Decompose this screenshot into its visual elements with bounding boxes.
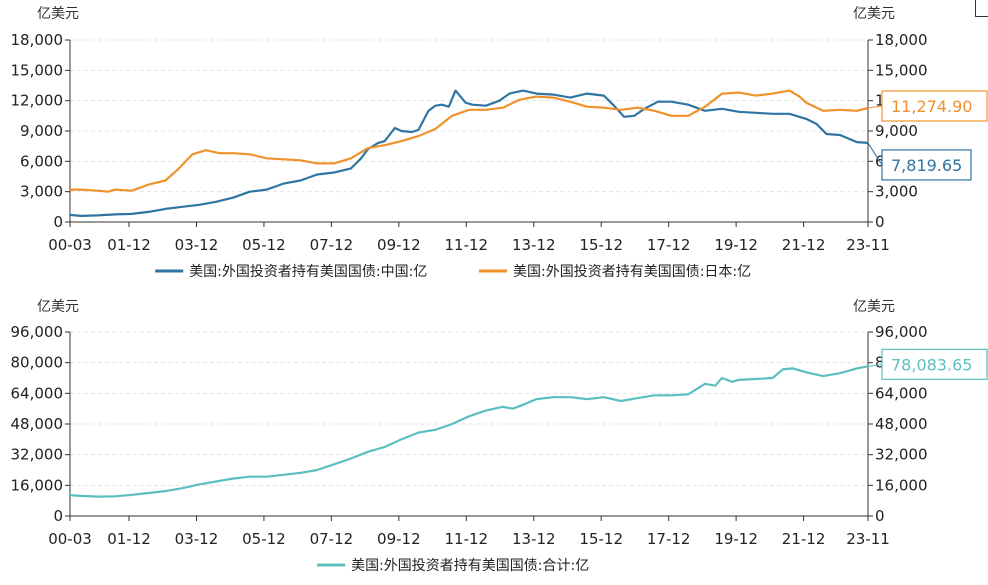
right-y-tick-label: 64,000	[875, 384, 928, 402]
right-y-tick-label: 0	[875, 213, 885, 231]
left-y-tick-label: 12,000	[11, 92, 64, 110]
x-tick-label: 19-12	[714, 236, 758, 254]
end-value-callout-box	[881, 348, 988, 380]
x-tick-label: 03-12	[175, 530, 219, 548]
series-line-1	[70, 89, 869, 193]
series-line-0	[69, 89, 869, 217]
x-tick-label: 15-12	[579, 236, 623, 254]
left-y-tick-label: 15,000	[11, 61, 64, 79]
end-value-label: 7,819.65	[891, 156, 962, 175]
right-y-axis-unit: 亿美元	[853, 6, 895, 22]
left-y-tick-label: 80,000	[11, 354, 64, 372]
x-tick-label: 05-12	[242, 530, 286, 548]
x-tick-label: 15-12	[579, 530, 623, 548]
china-japan-holdings-chart: 亿美元亿美元003,0003,0006,0006,0009,0009,00012…	[11, 6, 988, 280]
x-tick-label: 23-11	[846, 236, 890, 254]
x-tick-label: 01-12	[107, 236, 151, 254]
x-tick-label: 00-03	[48, 236, 92, 254]
left-y-tick-label: 9,000	[20, 122, 63, 140]
left-y-tick-label: 96,000	[11, 323, 64, 341]
x-tick-label: 21-12	[782, 530, 826, 548]
x-tick-label: 05-12	[242, 236, 286, 254]
end-value-label: 78,083.65	[891, 355, 972, 374]
x-tick-label: 17-12	[647, 530, 691, 548]
left-y-tick-label: 64,000	[11, 384, 64, 402]
end-value-leader	[867, 142, 883, 166]
right-y-tick-label: 18,000	[875, 31, 928, 49]
right-y-tick-label: 48,000	[875, 415, 928, 433]
left-y-tick-label: 0	[53, 213, 63, 231]
right-y-tick-label: 15,000	[875, 61, 928, 79]
x-tick-label: 11-12	[445, 530, 489, 548]
total-holdings-chart: 亿美元 亿美元 0 0 16,000 16,000 32,000 32,000 48,000 48…	[11, 299, 988, 574]
legend-label-1: 美国:外国投资者持有美国国债:日本:亿	[513, 264, 751, 280]
left-y-tick-label: 48,000	[11, 415, 64, 433]
left-y-tick-label: 6,000	[20, 152, 63, 170]
x-tick-label: 21-12	[782, 236, 826, 254]
end-value-callout-box	[881, 90, 988, 122]
x-tick-label: 07-12	[310, 530, 354, 548]
end-value-leader	[867, 363, 883, 367]
left-y-tick-label: 18,000	[11, 31, 64, 49]
left-y-tick-label: 0	[53, 507, 63, 525]
x-tick-label: 09-12	[377, 236, 421, 254]
right-y-axis-unit: 亿美元	[853, 299, 895, 315]
x-tick-label: 23-11	[846, 530, 890, 548]
window-corner-icon	[975, 0, 988, 17]
left-y-axis-unit: 亿美元	[37, 6, 79, 22]
x-tick-label: 13-12	[512, 236, 556, 254]
x-tick-label: 19-12	[714, 530, 758, 548]
series-line-0	[69, 365, 869, 498]
x-tick-label: 03-12	[175, 236, 219, 254]
x-tick-label: 09-12	[377, 530, 421, 548]
x-tick-label: 00-03	[48, 530, 92, 548]
legend-label-0: 美国:外国投资者持有美国国债:合计:亿	[351, 558, 589, 574]
x-tick-label: 11-12	[445, 236, 489, 254]
left-y-tick-label: 16,000	[11, 476, 64, 494]
right-y-tick-label: 9,000	[875, 122, 918, 140]
legend-label-0: 美国:外国投资者持有美国国债:中国:亿	[189, 264, 427, 280]
end-value-leader	[867, 105, 883, 109]
x-tick-label: 07-12	[310, 236, 354, 254]
right-y-tick-label: 16,000	[875, 476, 928, 494]
left-y-tick-label: 3,000	[20, 183, 63, 201]
x-tick-label: 17-12	[647, 236, 691, 254]
end-value-callout-box	[881, 149, 972, 181]
left-y-axis-unit: 亿美元	[37, 299, 79, 315]
right-y-tick-label: 3,000	[875, 183, 918, 201]
x-tick-label: 01-12	[107, 530, 151, 548]
left-y-tick-label: 32,000	[11, 446, 64, 464]
right-y-tick-label: 0	[875, 507, 885, 525]
end-value-label: 11,274.90	[891, 97, 972, 116]
right-y-tick-label: 96,000	[875, 323, 928, 341]
right-y-tick-label: 32,000	[875, 446, 928, 464]
x-tick-label: 13-12	[512, 530, 556, 548]
